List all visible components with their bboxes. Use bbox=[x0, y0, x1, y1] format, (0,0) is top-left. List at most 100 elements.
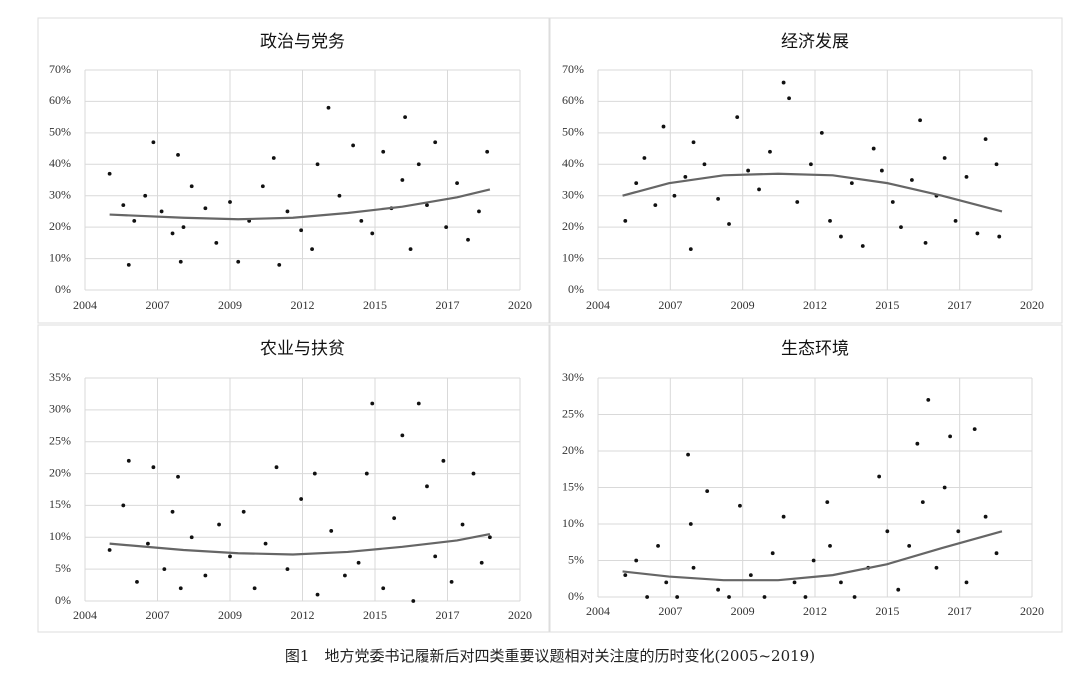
point bbox=[757, 187, 761, 192]
point bbox=[716, 587, 721, 592]
y-tick-label: 60% bbox=[49, 93, 71, 107]
point bbox=[392, 516, 397, 521]
y-tick-label: 10% bbox=[49, 250, 71, 264]
point bbox=[416, 162, 421, 167]
point bbox=[879, 168, 884, 173]
y-tick-label: 30% bbox=[49, 187, 71, 201]
point bbox=[370, 231, 375, 236]
point bbox=[441, 458, 446, 463]
point bbox=[716, 196, 721, 201]
trend-line bbox=[622, 530, 1003, 582]
point bbox=[329, 529, 334, 533]
point bbox=[953, 218, 958, 223]
point bbox=[828, 544, 832, 548]
point bbox=[683, 174, 688, 179]
point bbox=[263, 541, 268, 546]
point bbox=[983, 137, 988, 142]
point bbox=[299, 497, 304, 501]
point bbox=[964, 580, 969, 585]
point bbox=[781, 514, 786, 519]
point bbox=[994, 162, 999, 167]
y-tick-label: 20% bbox=[49, 465, 71, 479]
panel-title: 农业与扶贫 bbox=[260, 339, 345, 359]
point bbox=[425, 484, 429, 489]
point bbox=[768, 149, 772, 154]
point bbox=[159, 209, 164, 214]
point bbox=[926, 398, 931, 402]
y-tick-label: 0% bbox=[568, 589, 584, 603]
point bbox=[909, 178, 914, 182]
point bbox=[688, 522, 693, 526]
point bbox=[819, 130, 824, 135]
point bbox=[781, 80, 786, 85]
y-tick-label: 0% bbox=[568, 282, 584, 296]
point bbox=[126, 458, 131, 463]
point bbox=[466, 237, 470, 242]
point bbox=[217, 522, 221, 527]
point bbox=[479, 560, 484, 565]
point bbox=[228, 200, 232, 204]
point bbox=[444, 225, 449, 230]
point bbox=[920, 500, 925, 504]
point bbox=[634, 181, 639, 186]
point bbox=[126, 262, 131, 267]
point bbox=[828, 218, 832, 223]
point bbox=[997, 234, 1002, 239]
point bbox=[825, 500, 830, 504]
point bbox=[170, 231, 175, 236]
y-tick-label: 70% bbox=[562, 62, 584, 76]
point bbox=[642, 156, 647, 160]
point bbox=[236, 259, 241, 264]
point bbox=[203, 573, 208, 578]
x-tick-label: 2004 bbox=[586, 298, 610, 312]
point bbox=[918, 118, 922, 123]
x-tick-label: 2009 bbox=[731, 298, 755, 312]
point bbox=[956, 529, 961, 534]
point bbox=[425, 203, 429, 208]
point bbox=[315, 162, 320, 167]
point bbox=[107, 171, 112, 176]
point bbox=[151, 140, 156, 145]
point bbox=[890, 200, 895, 204]
panel-frame bbox=[549, 324, 1063, 633]
point bbox=[471, 471, 476, 476]
y-tick-label: 20% bbox=[49, 219, 71, 233]
point bbox=[252, 586, 257, 591]
point bbox=[795, 200, 800, 204]
point bbox=[849, 181, 854, 186]
point bbox=[727, 595, 731, 599]
point bbox=[132, 218, 137, 223]
point bbox=[178, 259, 183, 264]
point bbox=[121, 203, 126, 208]
y-tick-label: 35% bbox=[49, 370, 71, 384]
point bbox=[852, 595, 857, 599]
point bbox=[691, 140, 696, 145]
point bbox=[839, 580, 843, 585]
point bbox=[839, 234, 843, 239]
point bbox=[135, 579, 139, 584]
y-tick-label: 30% bbox=[49, 402, 71, 416]
point bbox=[416, 401, 421, 406]
point bbox=[792, 580, 797, 585]
point bbox=[983, 514, 988, 519]
x-tick-label: 2017 bbox=[436, 298, 460, 312]
point bbox=[189, 184, 194, 189]
x-tick-label: 2004 bbox=[73, 608, 97, 622]
point bbox=[975, 231, 980, 236]
x-tick-label: 2007 bbox=[658, 604, 682, 618]
point bbox=[860, 244, 865, 248]
point bbox=[310, 247, 314, 252]
x-tick-label: 2020 bbox=[1020, 604, 1044, 618]
point bbox=[746, 168, 751, 173]
point bbox=[923, 240, 928, 245]
panel-title: 生态环境 bbox=[781, 339, 849, 359]
point bbox=[381, 586, 386, 591]
point bbox=[271, 156, 276, 160]
point bbox=[896, 587, 901, 592]
panel-frame bbox=[37, 324, 550, 633]
point bbox=[178, 586, 183, 591]
point bbox=[176, 474, 180, 479]
point bbox=[107, 548, 112, 552]
y-tick-label: 0% bbox=[55, 593, 71, 607]
point bbox=[312, 471, 317, 476]
